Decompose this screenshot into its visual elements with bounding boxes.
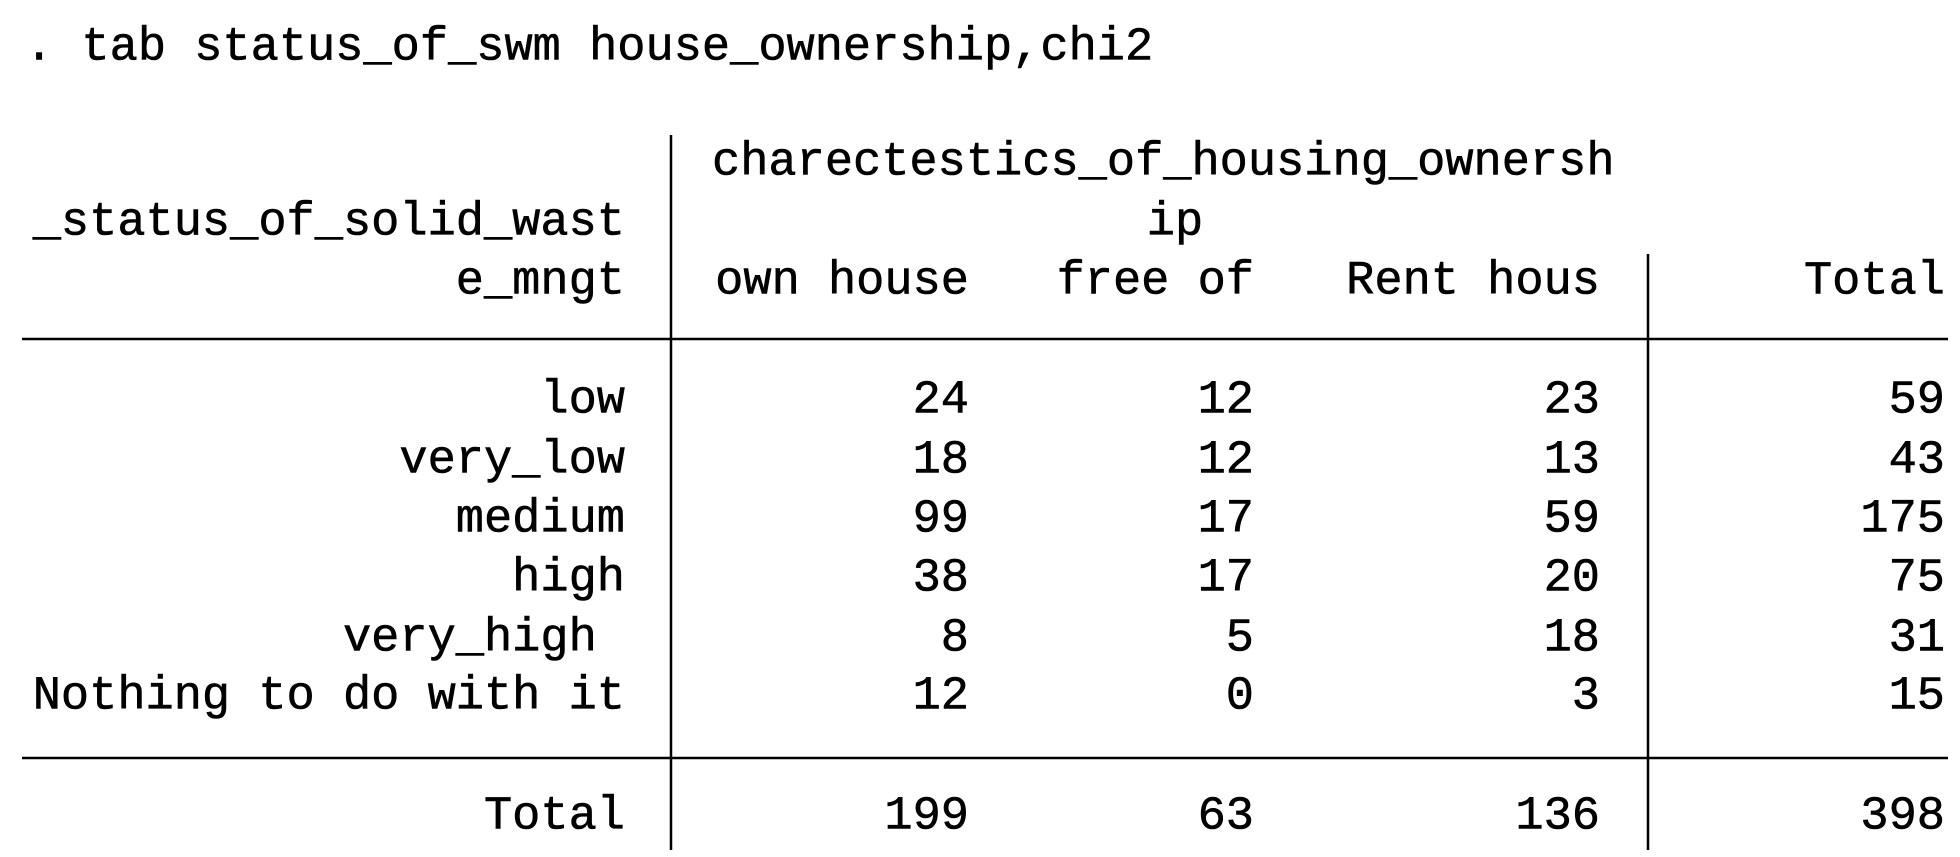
row-label: Total <box>484 790 625 843</box>
cell: 13 <box>1544 434 1600 487</box>
cell: 12 <box>913 670 969 723</box>
row-label: high <box>512 552 625 605</box>
cell: 99 <box>913 493 969 546</box>
col-var: charectestics_of_housing_ownersh <box>712 136 1615 189</box>
row-label: very_high <box>343 612 625 665</box>
column-header: free of <box>1057 255 1254 308</box>
row-var: e_mngt <box>456 255 625 308</box>
cell: 17 <box>1198 552 1254 605</box>
column-header: Total <box>1804 255 1945 308</box>
cell: 12 <box>1198 434 1254 487</box>
col-var: ip <box>1147 196 1203 249</box>
row-label: very_low <box>399 434 625 487</box>
cell: 23 <box>1544 374 1600 427</box>
cell: 175 <box>1860 493 1945 546</box>
cell: 398 <box>1860 790 1945 843</box>
cell: 136 <box>1515 790 1600 843</box>
cell: 24 <box>913 374 969 427</box>
cell: 59 <box>1544 493 1600 546</box>
cell: 75 <box>1889 552 1945 605</box>
cell: 31 <box>1889 612 1945 665</box>
row-label: medium <box>456 493 625 546</box>
cell: 8 <box>941 612 969 665</box>
cell: 199 <box>884 790 969 843</box>
row-label: low <box>540 374 625 427</box>
cell: 63 <box>1198 790 1254 843</box>
row-label: Nothing to do with it <box>33 670 625 723</box>
command: . tab status_of_swm house_ownership,chi2 <box>25 21 1153 74</box>
column-header: Rent hous <box>1346 255 1600 308</box>
column-header: own house <box>715 255 969 308</box>
row-var: _status_of_solid_wast <box>32 196 625 249</box>
cell: 20 <box>1544 552 1600 605</box>
cell: 15 <box>1889 670 1945 723</box>
cell: 0 <box>1226 670 1254 723</box>
cell: 12 <box>1198 374 1254 427</box>
cell: 18 <box>1544 612 1600 665</box>
cell: 38 <box>913 552 969 605</box>
cell: 43 <box>1889 434 1945 487</box>
cell: 59 <box>1889 374 1945 427</box>
cell: 3 <box>1572 670 1600 723</box>
cell: 18 <box>913 434 969 487</box>
cell: 5 <box>1226 612 1254 665</box>
cell: 17 <box>1198 493 1254 546</box>
